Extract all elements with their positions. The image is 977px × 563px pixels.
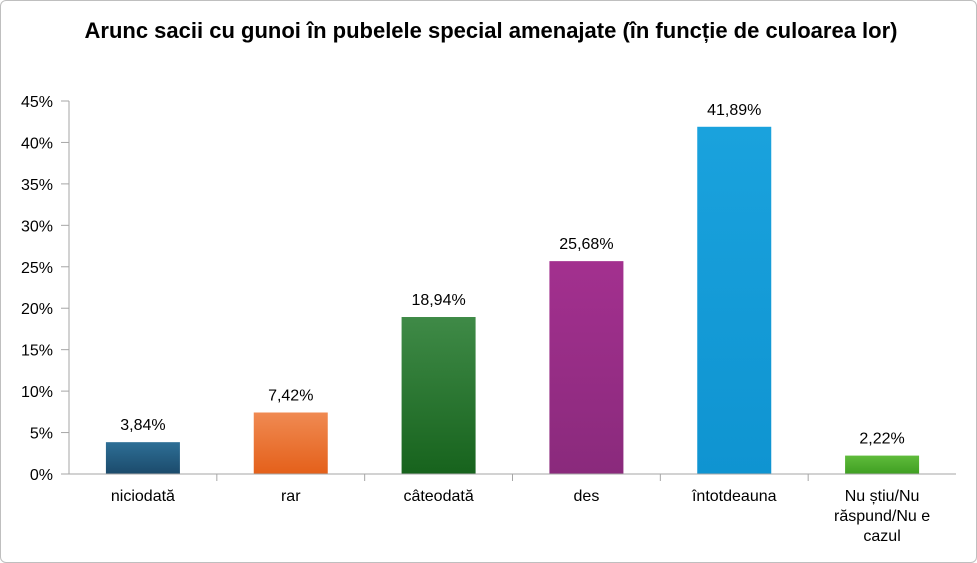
category-label: răspund/Nu e <box>834 508 930 525</box>
bars: 3,84% 7,42% 18,94% 25,68% 41,89% 2,22% <box>105 102 920 474</box>
y-tick-label: 0% <box>30 467 53 484</box>
y-tick-label: 25% <box>21 260 53 277</box>
y-axis: 0% 5% 10% 15% 20% 25% 30% 35% 40% 45% <box>21 94 70 484</box>
category-label: niciodată <box>111 488 175 505</box>
bar <box>697 126 772 474</box>
category-label: rar <box>281 488 301 505</box>
y-tick-label: 30% <box>21 218 53 235</box>
data-label: 41,89% <box>707 102 761 119</box>
y-tick-label: 40% <box>21 135 53 152</box>
data-label: 7,42% <box>268 387 313 404</box>
y-tick-label: 35% <box>21 177 53 194</box>
bar <box>253 412 328 474</box>
data-label: 25,68% <box>559 236 613 253</box>
bar <box>401 317 476 474</box>
chart-title: Arunc sacii cu gunoi în pubelele special… <box>84 18 898 43</box>
bar <box>845 455 920 474</box>
bar <box>105 442 180 474</box>
bar <box>549 261 624 474</box>
x-axis: niciodată rar câteodată des întotdeauna Nu șt… <box>69 473 956 545</box>
y-tick-label: 10% <box>21 384 53 401</box>
y-tick-label: 20% <box>21 301 53 318</box>
category-label: des <box>574 488 600 505</box>
category-label: câteodată <box>403 488 473 505</box>
data-label: 3,84% <box>120 417 165 434</box>
y-tick-label: 5% <box>30 426 53 443</box>
data-label: 2,22% <box>859 431 904 448</box>
category-label: întotdeauna <box>691 488 777 505</box>
y-tick-label: 15% <box>21 343 53 360</box>
category-label: cazul <box>863 528 900 545</box>
category-label: Nu știu/Nu <box>845 488 920 505</box>
y-tick-label: 45% <box>21 94 53 111</box>
data-label: 18,94% <box>411 292 465 309</box>
